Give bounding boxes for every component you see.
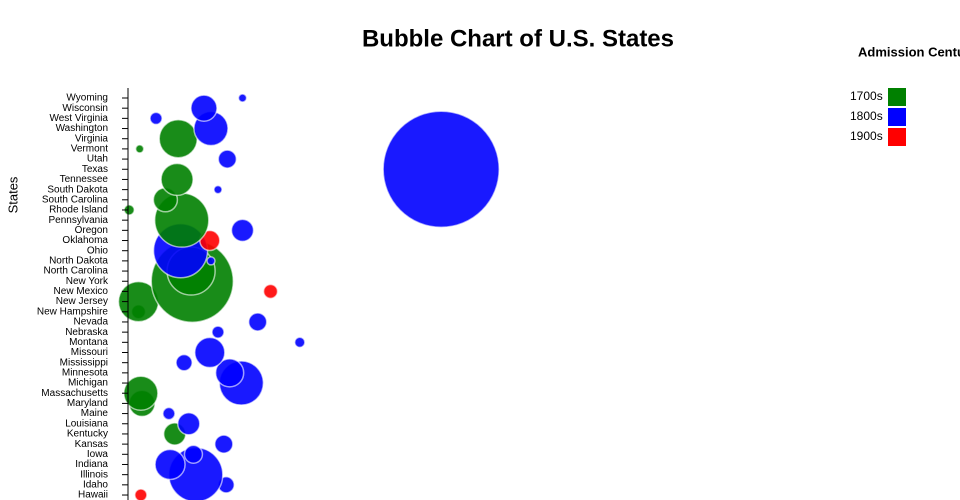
y-tick-label: Iowa <box>87 449 109 460</box>
bubble <box>162 406 176 421</box>
bubble <box>247 312 268 332</box>
legend: 1700s 1800s 1900s <box>850 88 906 146</box>
y-tick-label: Montana <box>69 337 108 348</box>
y-tick-label: Oregon <box>75 225 108 236</box>
y-tick-label: Maryland <box>67 398 108 409</box>
legend-label: 1900s <box>850 129 883 143</box>
y-tick-label: Missouri <box>71 347 108 358</box>
y-tick-label: Texas <box>82 164 108 175</box>
legend-swatch <box>888 128 906 146</box>
bubble <box>149 111 163 126</box>
bubble <box>237 93 248 103</box>
bubble <box>158 118 198 159</box>
y-tick-label: Nevada <box>74 317 109 328</box>
y-tick-label: Illinois <box>80 469 108 480</box>
bubble <box>262 283 279 300</box>
y-tick-label: Vermont <box>71 144 108 155</box>
y-axis-label: States <box>5 176 20 213</box>
legend-label: 1800s <box>850 109 883 123</box>
bubble <box>213 184 223 195</box>
chart-title: Bubble Chart of U.S. States <box>362 25 674 52</box>
y-tick-label: Mississippi <box>60 357 108 368</box>
y-tick-label: Louisiana <box>65 418 108 429</box>
y-tick-label: New York <box>66 276 109 287</box>
legend-swatch <box>888 108 906 126</box>
y-tick-label: Indiana <box>75 459 108 470</box>
bubble <box>211 325 225 339</box>
y-tick-label: West Virginia <box>49 113 108 124</box>
bubble <box>175 353 193 372</box>
bubble <box>177 412 201 436</box>
y-tick-label: New Hampshire <box>37 306 109 317</box>
y-tick-label: Virginia <box>75 133 109 144</box>
y-tick-label: Maine <box>81 408 109 419</box>
bubble <box>134 488 148 500</box>
bubble <box>183 444 204 465</box>
bubble <box>214 358 245 388</box>
y-tick-label: New Mexico <box>54 286 109 297</box>
bubble <box>293 336 306 349</box>
bubble <box>190 94 218 122</box>
bubbles <box>117 93 500 500</box>
bubble <box>123 375 159 411</box>
y-tick-label: Ohio <box>87 245 109 256</box>
bubble <box>154 448 186 481</box>
y-tick-label: Michigan <box>68 378 108 389</box>
y-tick-label: Wyoming <box>66 93 108 104</box>
y-tick-label: Kentucky <box>67 429 108 440</box>
y-tick-label: Wisconsin <box>62 103 108 114</box>
bubble <box>214 434 234 454</box>
bubble <box>134 144 145 154</box>
y-tick-label: Oklahoma <box>62 235 108 246</box>
y-tick-label: Nebraska <box>65 327 108 338</box>
y-tick-label: Rhode Island <box>49 205 108 216</box>
y-tick-label: North Carolina <box>44 266 109 277</box>
y-tick-label: South Dakota <box>47 184 108 195</box>
y-tick-label: Tennessee <box>60 174 109 185</box>
y-tick-label: Utah <box>87 154 108 165</box>
legend-swatch <box>888 88 906 106</box>
y-tick-label: Hawaii <box>78 490 108 500</box>
legend-label: 1700s <box>850 89 883 103</box>
y-tick-label: New Jersey <box>56 296 108 307</box>
y-tick-label: Washington <box>56 123 108 134</box>
bubble <box>160 162 194 197</box>
y-tick-label: Idaho <box>83 479 108 490</box>
bubble <box>230 218 255 243</box>
bubble <box>206 256 216 266</box>
y-tick-label: North Dakota <box>49 256 108 267</box>
y-tick-label: South Carolina <box>42 194 109 205</box>
bubble <box>194 336 226 369</box>
bubble <box>217 149 238 169</box>
legend-title: Admission Century <box>858 44 960 59</box>
y-tick-label: Kansas <box>75 439 108 450</box>
y-tick-label: Minnesota <box>62 368 109 379</box>
bubble <box>382 110 500 229</box>
y-tick-label: Pennsylvania <box>49 215 109 226</box>
y-tick-label: Massachusetts <box>41 388 108 399</box>
